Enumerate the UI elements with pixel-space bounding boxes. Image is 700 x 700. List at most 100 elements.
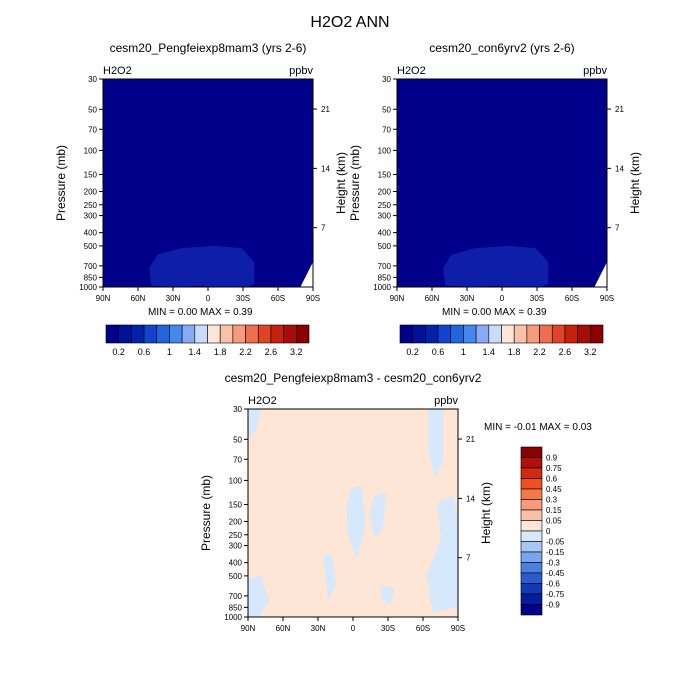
field-region [149, 245, 255, 287]
max-text: 0.39 [233, 307, 253, 318]
y-tick-label: 850 [378, 273, 392, 282]
x-tick-label: 30S [236, 294, 250, 303]
right-tick-label: 7 [466, 554, 471, 563]
y-tick-label: 700 [378, 262, 392, 271]
x-tick-label: 30N [311, 624, 326, 633]
y-tick-label: 150 [84, 170, 98, 179]
colorbar-swatch [520, 572, 543, 584]
colorbar-swatch [520, 467, 543, 479]
right-axis-label: Height (km) [479, 482, 493, 544]
colorbar-label: 2.2 [533, 347, 546, 357]
colorbar-swatch [520, 541, 543, 553]
field-region [346, 486, 366, 559]
max-label-text: MAX = [539, 422, 569, 433]
colorbar-swatch [520, 551, 543, 563]
colorbar-label: 0.6 [138, 347, 151, 357]
min-label-text: MIN = [442, 307, 469, 318]
y-tick-label: 500 [229, 572, 243, 581]
min-label-text: MIN = [484, 422, 511, 433]
figure-title: H2O2 ANN [310, 14, 389, 31]
colorbar-swatch [463, 324, 477, 344]
right-tick-label: 21 [466, 435, 475, 444]
field-region [428, 409, 444, 478]
right-tick-label: 14 [321, 164, 330, 173]
right-axis-label: Height (km) [628, 152, 642, 214]
colorbar-swatch [156, 324, 170, 344]
y-tick-label: 150 [378, 170, 392, 179]
variable-label: H2O2 [248, 395, 277, 407]
colorbar-swatch [169, 324, 183, 344]
x-tick-label: 60S [271, 294, 285, 303]
x-tick-label: 90S [451, 624, 465, 633]
y-tick-label: 200 [84, 188, 98, 197]
colorbar-swatch [520, 478, 543, 490]
y-tick-label: 150 [229, 500, 243, 509]
colorbar-label: 2.2 [239, 347, 252, 357]
x-tick-label: 60N [276, 624, 291, 633]
min-max-readout: MIN = 0.00 MAX = 0.39 [148, 307, 253, 318]
colorbar-label: 1.8 [214, 347, 227, 357]
min-max-readout: MIN = 0.00 MAX = 0.39 [442, 307, 547, 318]
colorbar-swatch [520, 499, 543, 511]
missing-data-region [300, 262, 313, 287]
colorbar-swatch [520, 562, 543, 574]
colorbar-label: 3.2 [290, 347, 303, 357]
y-axis-label: Pressure (mb) [199, 475, 213, 551]
units-label: ppbv [583, 65, 607, 77]
x-tick-label: 60S [416, 624, 430, 633]
y-tick-label: 250 [229, 531, 243, 540]
colorbar-label: 0.05 [546, 517, 562, 526]
colorbar-label: -0.75 [546, 590, 565, 599]
panel-3: cesm20_Pengfeiexp8mam3 - cesm20_con6yrv2… [199, 371, 592, 633]
x-tick-label: 60N [131, 294, 146, 303]
y-tick-label: 850 [84, 273, 98, 282]
colorbar-swatch [475, 324, 490, 344]
y-axis-label: Pressure (mb) [348, 145, 362, 221]
colorbar-label: -0.9 [546, 601, 560, 610]
y-tick-label: 30 [382, 75, 391, 84]
colorbar-label: 0.2 [406, 347, 419, 357]
x-tick-label: 60N [425, 294, 440, 303]
y-tick-label: 700 [229, 592, 243, 601]
colorbar-label: 1.8 [508, 347, 521, 357]
y-tick-label: 500 [84, 242, 98, 251]
max-text: 0.03 [572, 422, 592, 433]
colorbar-label: 3.2 [584, 347, 597, 357]
y-tick-label: 50 [233, 435, 242, 444]
min-text: 0.00 [178, 307, 198, 318]
panel-1: cesm20_Pengfeiexp8mam3 (yrs 2-6) H2O2 ppbv… [54, 41, 348, 357]
colorbar-label: 0.45 [546, 485, 562, 494]
x-tick-label: 30S [530, 294, 544, 303]
y-tick-label: 100 [229, 476, 243, 485]
right-tick-label: 21 [615, 105, 624, 114]
colorbar-label: -0.45 [546, 569, 565, 578]
colorbar-swatch [551, 324, 566, 344]
x-tick-label: 90N [390, 294, 405, 303]
colorbar-label: 1 [461, 347, 466, 357]
y-tick-label: 1000 [224, 613, 242, 622]
colorbar-swatch [520, 583, 543, 595]
colorbar-swatch [520, 509, 543, 521]
y-axis-label: Pressure (mb) [54, 145, 68, 221]
y-tick-label: 250 [378, 201, 392, 210]
variable-label: H2O2 [397, 65, 426, 77]
x-tick-label: 30S [381, 624, 395, 633]
y-tick-label: 850 [229, 603, 243, 612]
colorbar-swatch [564, 324, 578, 344]
y-tick-label: 70 [233, 455, 242, 464]
colorbar-label: 0.6 [546, 475, 558, 484]
colorbar-swatch [412, 324, 426, 344]
y-tick-label: 100 [84, 146, 98, 155]
colorbar-swatch [539, 324, 553, 344]
colorbar-swatch [181, 324, 196, 344]
colorbar-label: -0.05 [546, 538, 565, 547]
colorbar-label: 0 [546, 527, 551, 536]
y-tick-label: 70 [382, 125, 391, 134]
colorbar-label: 0.6 [432, 347, 445, 357]
panel-title: cesm20_Pengfeiexp8mam3 - cesm20_con6yrv2 [225, 371, 482, 385]
x-tick-label: 0 [351, 624, 356, 633]
y-tick-label: 1000 [79, 283, 97, 292]
y-tick-label: 200 [229, 518, 243, 527]
colorbar-swatch [513, 324, 528, 344]
